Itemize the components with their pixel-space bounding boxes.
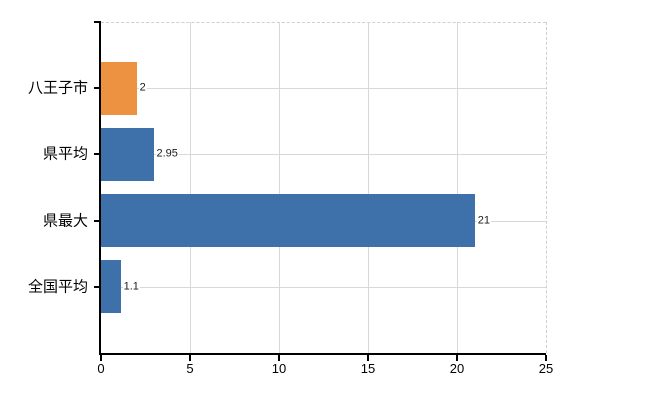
bar-value-label: 21 [476, 214, 492, 228]
gridline-v [190, 22, 191, 353]
bar [101, 127, 154, 181]
x-tick [189, 355, 191, 361]
x-tick [100, 355, 102, 361]
x-tick [367, 355, 369, 361]
gridline-v [368, 22, 369, 353]
category-label: 全国平均 [27, 278, 88, 296]
x-tick-label: 10 [271, 361, 287, 376]
bar-value-label: 2 [138, 81, 147, 95]
x-tick [545, 355, 547, 361]
y-axis [99, 22, 101, 355]
y-tick [94, 285, 101, 288]
x-tick [456, 355, 458, 361]
x-tick-label: 25 [538, 361, 554, 376]
x-tick-label: 15 [360, 361, 376, 376]
category-label: 八王子市 [27, 79, 88, 97]
gridline-h [101, 154, 546, 156]
bar [101, 61, 137, 115]
gridline-v [457, 22, 458, 353]
gridline-h [101, 88, 546, 90]
plot-top-border [101, 22, 546, 23]
x-tick [278, 355, 280, 361]
x-tick-label: 20 [449, 361, 465, 376]
x-tick-label: 0 [97, 361, 105, 376]
gridline-v [279, 22, 280, 353]
y-tick [94, 87, 101, 90]
y-axis-top-tick [94, 21, 101, 23]
bar [101, 260, 121, 314]
x-tick-label: 5 [186, 361, 194, 376]
gridline-h [101, 286, 546, 288]
category-label: 県最大 [42, 212, 88, 230]
y-tick [94, 153, 101, 156]
bar-value-label: 1.1 [122, 280, 140, 294]
x-axis [99, 353, 546, 355]
category-label: 県平均 [42, 145, 88, 163]
bar-value-label: 2.95 [155, 147, 179, 161]
gridline-v [546, 22, 547, 353]
plot-area: 2 2.95 21 1.1 [99, 22, 547, 355]
y-tick [94, 219, 101, 222]
bar [101, 194, 475, 248]
